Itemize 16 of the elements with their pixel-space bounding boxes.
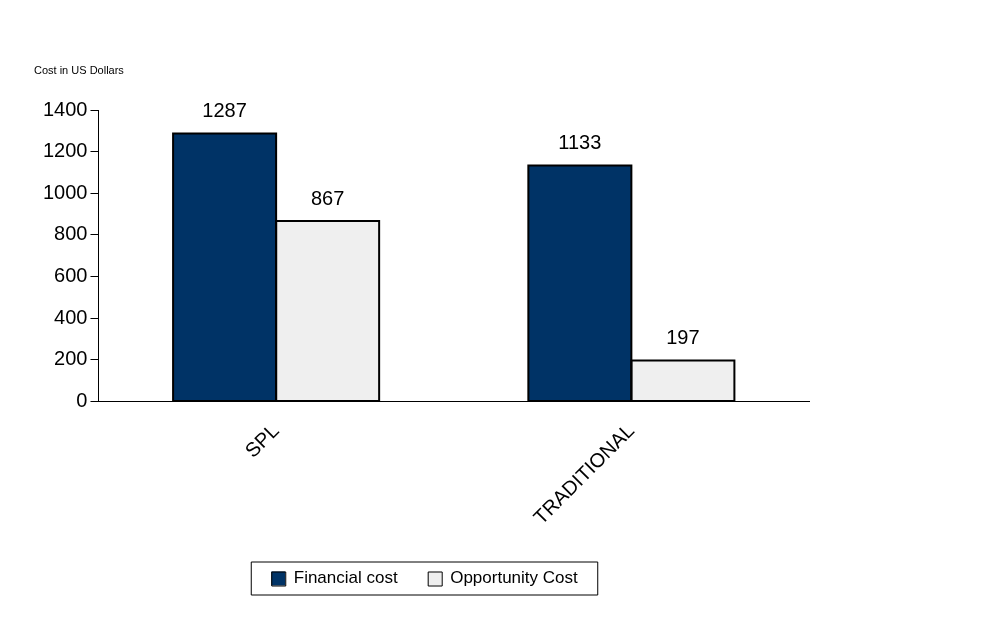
y-tick-label: 400 — [54, 305, 88, 328]
y-tick-label: 1200 — [42, 139, 88, 162]
data-label: 197 — [666, 326, 700, 349]
y-tick-label: 0 — [76, 389, 88, 412]
legend-label: Financial cost — [293, 568, 398, 588]
data-label: 1133 — [558, 131, 602, 154]
y-tick-label: 600 — [54, 264, 88, 287]
legend-label: Opportunity Cost — [450, 568, 579, 588]
y-tick-label: 1000 — [42, 180, 88, 203]
x-tick-label: SPL — [240, 419, 283, 462]
data-label: 867 — [310, 186, 345, 209]
y-tick-label: 200 — [54, 347, 88, 370]
y-axis-title: Cost in US Dollars — [34, 64, 124, 76]
y-tick-label: 800 — [54, 222, 88, 245]
data-label: 1287 — [202, 99, 247, 122]
y-tick-label: 1400 — [42, 97, 88, 120]
